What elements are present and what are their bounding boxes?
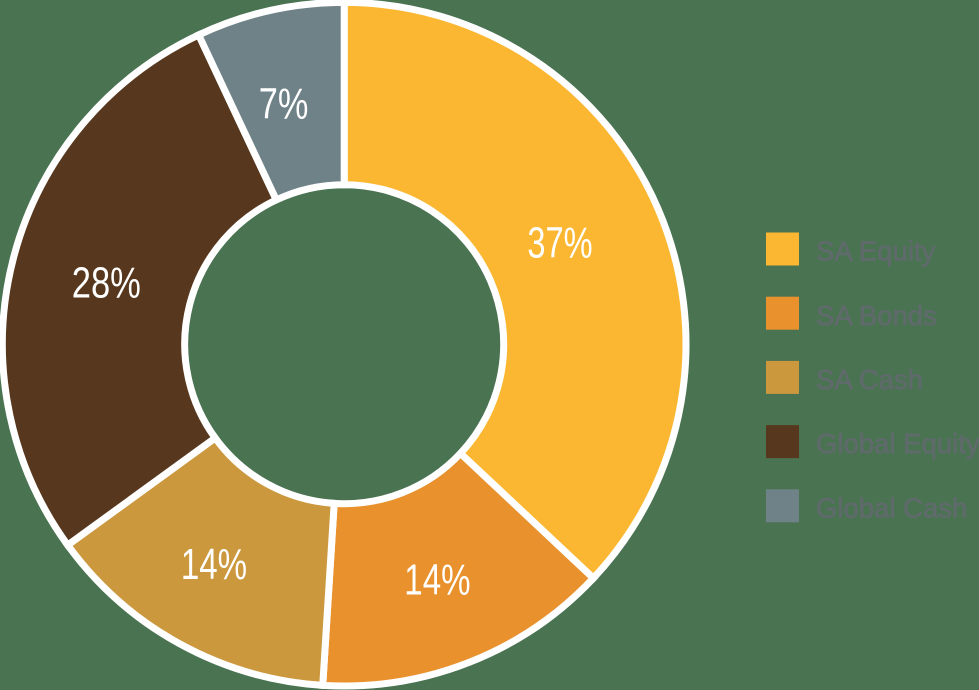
svg-text:Global Cash: Global Cash <box>816 492 967 523</box>
svg-text:37%: 37% <box>527 219 592 268</box>
svg-text:SA Equity: SA Equity <box>816 236 935 267</box>
svg-text:14%: 14% <box>404 556 470 605</box>
svg-text:Global Equity: Global Equity <box>816 428 979 459</box>
svg-text:7%: 7% <box>259 79 309 128</box>
svg-text:14%: 14% <box>181 541 247 590</box>
svg-text:SA Bonds: SA Bonds <box>816 300 937 331</box>
svg-text:SA Cash: SA Cash <box>816 364 923 395</box>
svg-text:28%: 28% <box>72 258 141 307</box>
